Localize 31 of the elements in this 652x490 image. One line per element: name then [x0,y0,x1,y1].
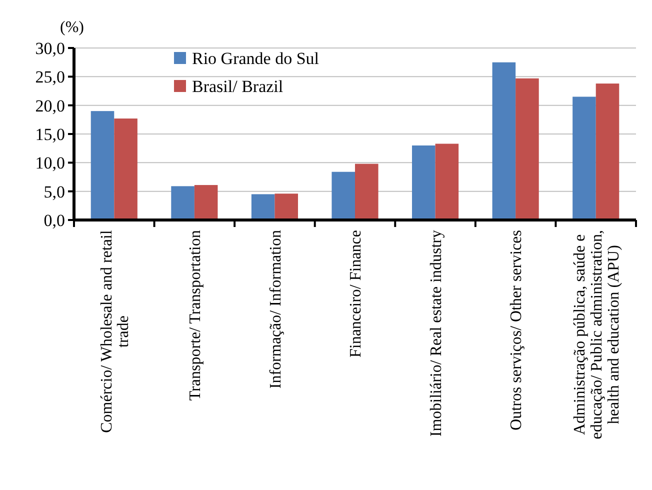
bar [572,96,596,220]
y-tick-label: 30,0 [35,38,65,58]
bar [90,111,114,220]
y-tick-label: 0,0 [44,210,65,230]
bar [435,144,459,220]
y-tick-label: 20,0 [35,96,65,116]
bar [516,78,539,220]
bar [355,164,378,220]
bar [492,62,516,220]
bar [114,118,138,220]
bar [412,145,436,220]
y-tick-label: 10,0 [35,154,65,173]
x-tick-label: Informação/ Information [267,230,284,389]
bar [596,84,620,220]
x-tick-label: Outros serviços/ Other services [508,230,526,430]
x-tick-label: Transporte/ Transportation [187,230,204,401]
x-tick-label: Comércio/ Wholesale and retail trade [98,230,132,433]
bar [194,185,218,220]
y-tick-label: 25,0 [35,68,65,87]
y-axis-title: (%) [60,19,84,36]
y-tick-label: 5,0 [44,182,65,202]
bar [332,172,355,220]
x-tick-label: Administração pública, saúde e educação/ Public administration, health and education (APU) [571,230,622,440]
x-tick-label: Financeiro/ Finance [348,230,365,358]
legend-label: Rio Grande do Sul [192,48,320,68]
legend-label: Brasil/ Brazil [192,76,284,96]
x-tick-label: Imobiliário/ Real estate industry [428,230,445,437]
bar [251,194,275,220]
bar [171,186,194,220]
y-tick-label: 15,0 [35,124,65,144]
bar [274,194,298,220]
